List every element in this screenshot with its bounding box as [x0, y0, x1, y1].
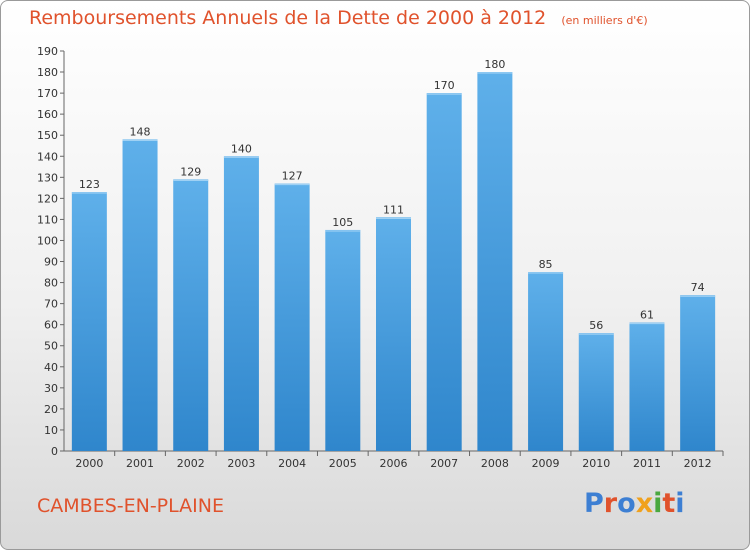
proxiti-logo[interactable]: Proxiti — [584, 488, 685, 519]
logo-letter: P — [584, 488, 604, 519]
y-tick-label: 110 — [37, 213, 58, 226]
data-label: 180 — [484, 58, 505, 71]
x-axis: 2000 2001 2002 2003 2004 2005 2006 2007 2008 2009… — [64, 450, 724, 470]
y-tick-label: 120 — [37, 192, 58, 205]
y-tick-label: 20 — [44, 403, 58, 416]
y-tick-label: 90 — [44, 256, 58, 269]
bar — [122, 139, 158, 451]
data-label: 85 — [539, 258, 553, 271]
title-unit: (en milliers d'€) — [561, 14, 648, 27]
data-label: 148 — [130, 125, 151, 138]
x-tick-label: 2004 — [278, 457, 306, 470]
logo-letter: i — [675, 488, 685, 519]
x-tick-label: 2000 — [75, 457, 103, 470]
y-tick-label: 180 — [37, 66, 58, 79]
bar — [173, 179, 209, 451]
data-label: 105 — [332, 216, 353, 229]
y-tick-label: 150 — [37, 129, 58, 142]
commune-name: CAMBES-EN-PLAINE — [37, 495, 224, 517]
x-tick-label: 2005 — [329, 457, 357, 470]
bar — [325, 229, 361, 451]
bar — [680, 295, 716, 451]
bar — [274, 183, 310, 451]
x-tick-label: 2012 — [684, 457, 712, 470]
bar — [578, 333, 614, 451]
data-label: 56 — [589, 319, 603, 332]
y-tick-label: 130 — [37, 171, 58, 184]
x-tick-label: 2010 — [582, 457, 610, 470]
bar — [376, 217, 411, 451]
y-tick-label: 40 — [44, 361, 58, 374]
y-tick-label: 60 — [44, 319, 58, 332]
bar — [629, 322, 665, 451]
data-label: 170 — [434, 79, 455, 92]
bar — [528, 272, 564, 451]
x-tick-label: 2006 — [380, 457, 408, 470]
bars — [71, 72, 716, 452]
y-tick-label: 50 — [44, 340, 58, 353]
bar — [223, 156, 259, 451]
y-tick-label: 70 — [44, 298, 58, 311]
x-tick-label: 2011 — [633, 457, 661, 470]
logo-letter: r — [603, 488, 618, 519]
logo-letter: x — [635, 488, 654, 519]
x-tick-label: 2003 — [227, 457, 255, 470]
logo-letter: t — [662, 488, 676, 519]
data-label: 140 — [231, 142, 252, 155]
data-label: 74 — [691, 281, 705, 294]
data-label: 127 — [282, 170, 303, 183]
x-tick-label: 2007 — [430, 457, 458, 470]
y-tick-label: 190 — [37, 45, 58, 58]
y-tick-label: 100 — [37, 234, 58, 247]
x-tick-label: 2009 — [532, 457, 560, 470]
chart-title: Remboursements Annuels de la Dette de 20… — [29, 7, 648, 29]
data-label: 61 — [640, 309, 654, 322]
bar — [477, 72, 513, 451]
y-tick-label: 170 — [37, 87, 58, 100]
y-tick-label: 80 — [44, 277, 58, 290]
y-tick-label: 0 — [51, 445, 58, 458]
bar — [71, 192, 107, 452]
x-tick-label: 2002 — [177, 457, 205, 470]
y-tick-label: 10 — [44, 424, 58, 437]
logo-letter: o — [617, 488, 636, 519]
data-label: 123 — [79, 178, 100, 191]
data-label: 129 — [180, 165, 201, 178]
x-tick-label: 2008 — [481, 457, 509, 470]
title-text: Remboursements Annuels de la Dette de 20… — [29, 7, 547, 29]
bar — [426, 93, 462, 452]
y-tick-label: 160 — [37, 108, 58, 121]
y-tick-label: 140 — [37, 150, 58, 163]
data-label: 111 — [383, 203, 404, 216]
data-labels: 123 148 129 140 127 105 111 170 180 85 56 61 74 — [79, 58, 705, 332]
x-tick-label: 2001 — [126, 457, 154, 470]
logo-letter: i — [653, 488, 663, 519]
y-tick-label: 30 — [44, 382, 58, 395]
y-axis: 0 10 20 30 40 50 60 70 80 90 100 110 120 130 140 150 160… — [37, 45, 65, 458]
